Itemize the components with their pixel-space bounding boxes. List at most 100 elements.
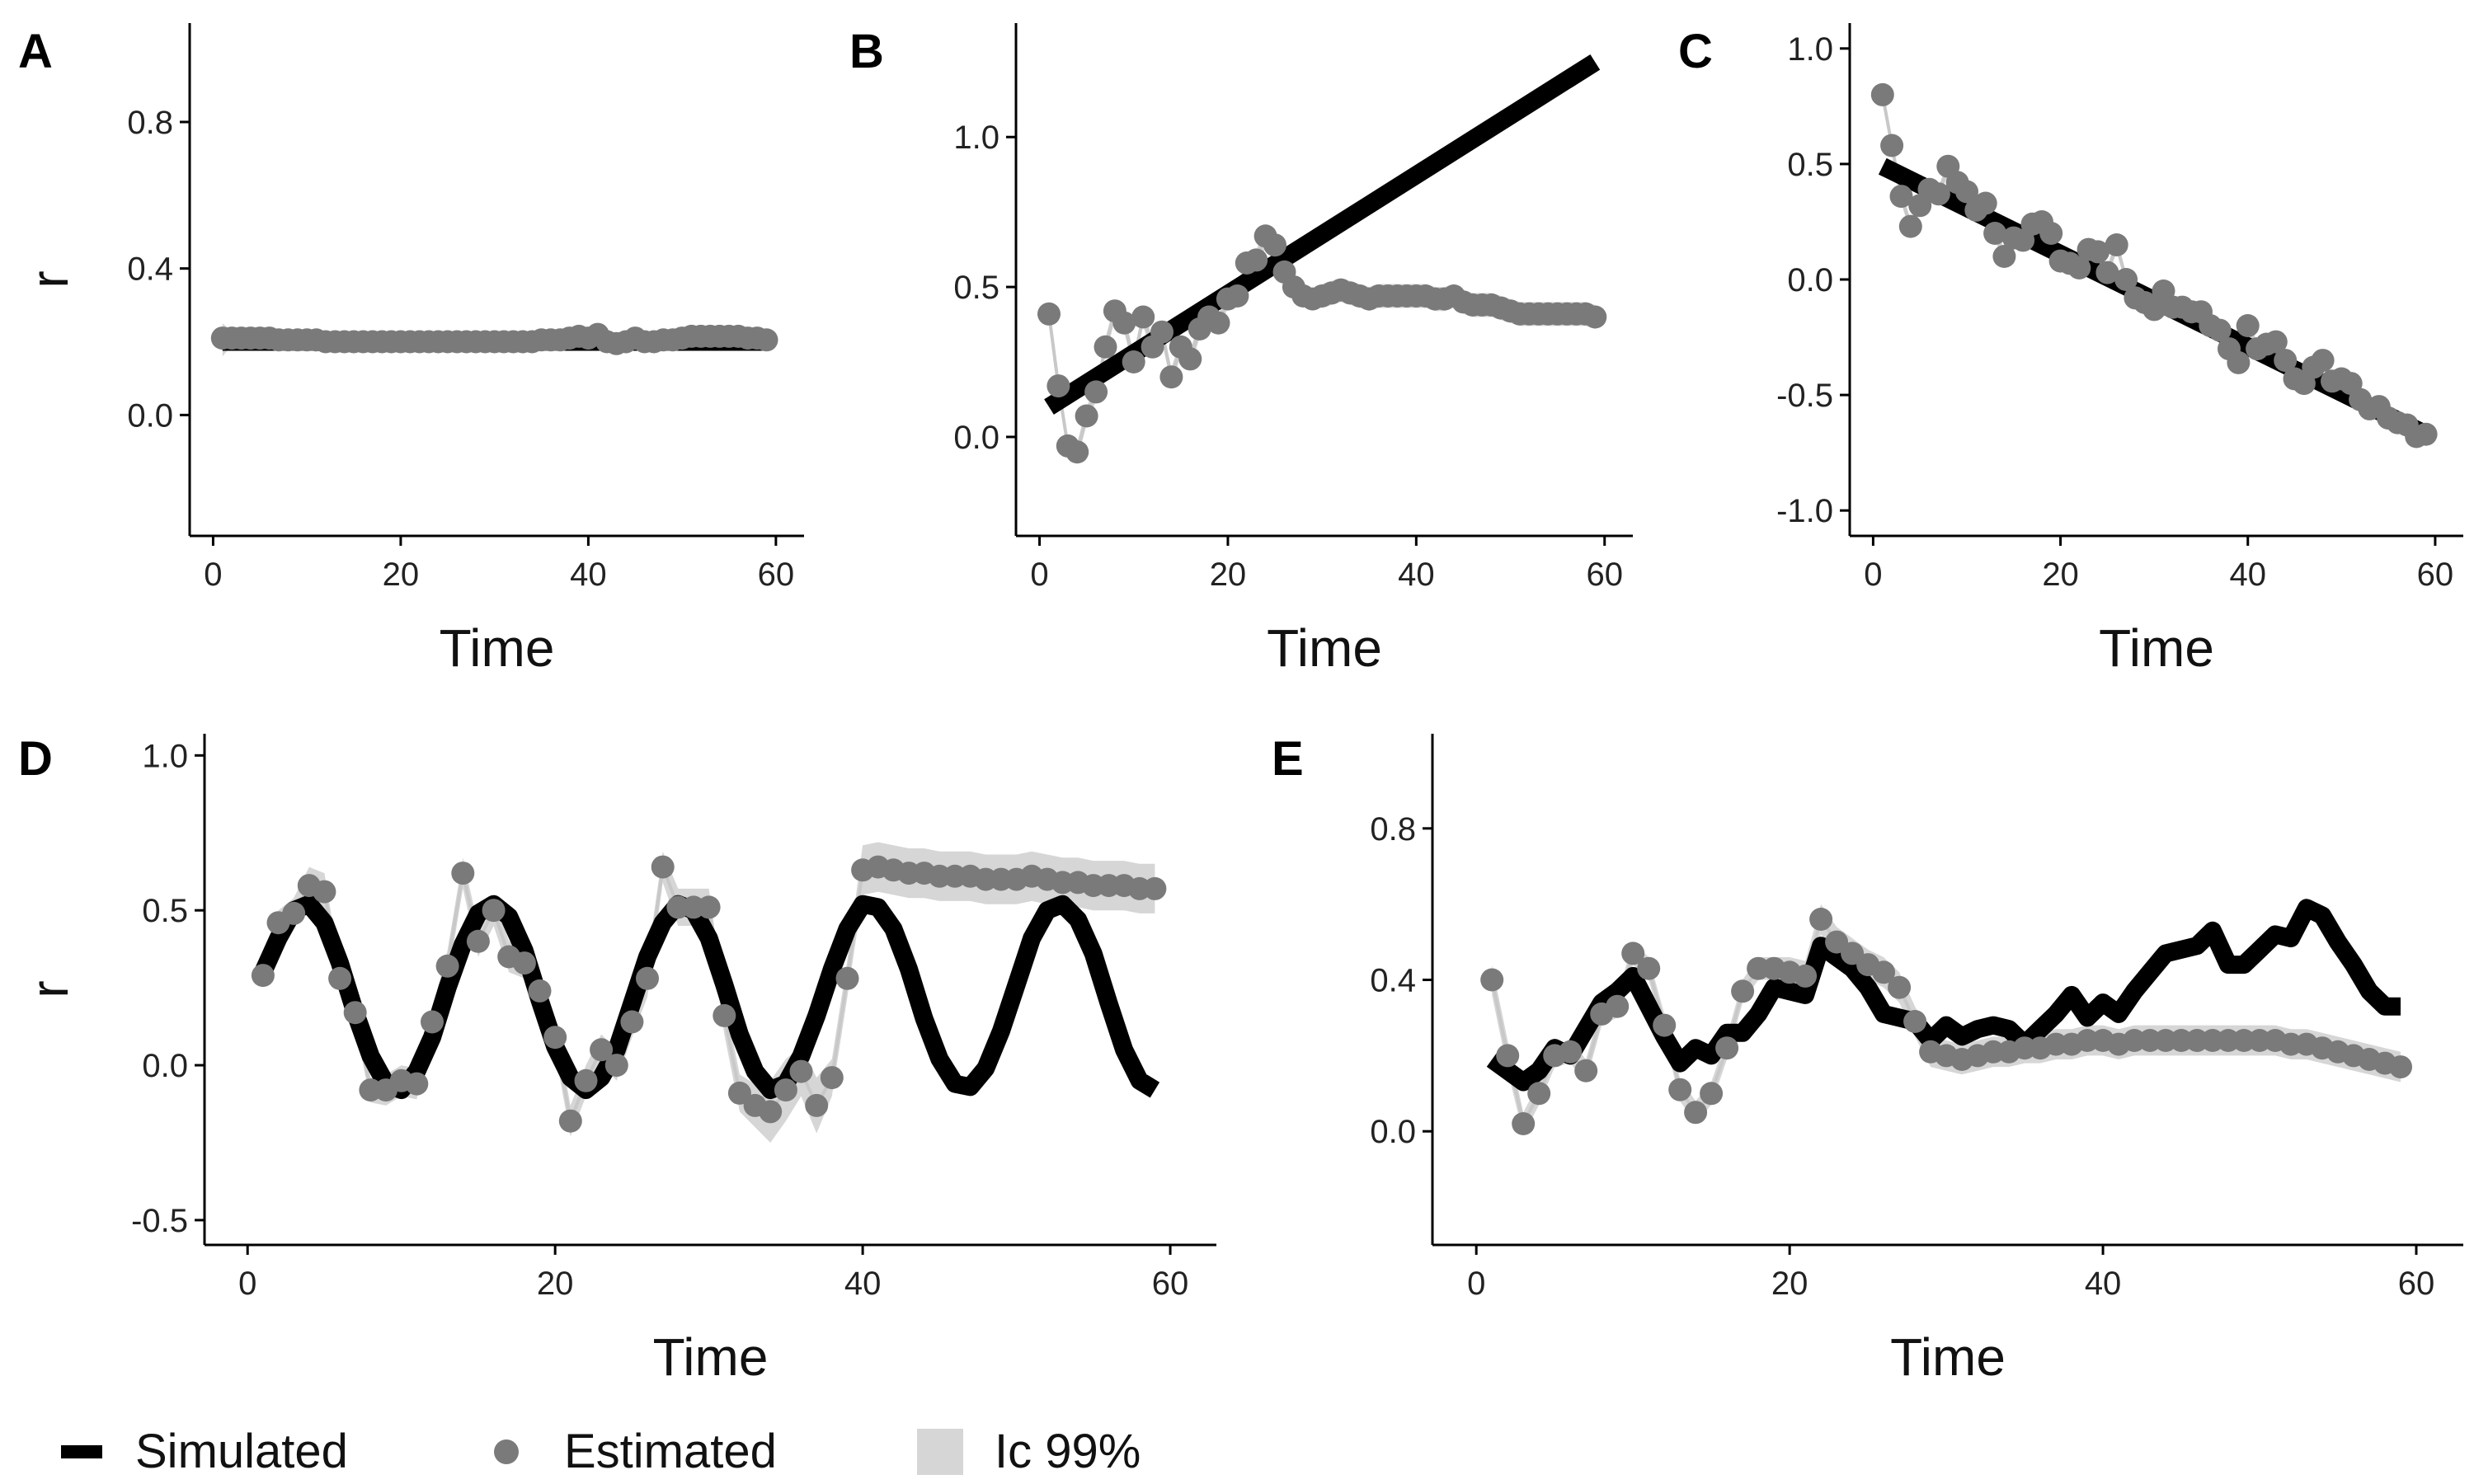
x-tick-label: 20: [1210, 556, 1247, 593]
estimated-point: [1888, 975, 1912, 999]
panel-e: 0.0 0.4 0.8 0 20 40 60 Time E: [1272, 732, 2463, 1387]
estimated-point: [1700, 1082, 1724, 1106]
estimated-point: [2227, 350, 2251, 374]
estimated-point: [512, 951, 536, 975]
y-tick-label: 0.0: [127, 397, 173, 434]
x-tick-label: 20: [537, 1266, 574, 1302]
estimated-point: [1150, 320, 1174, 344]
y-tick-label: 0.8: [127, 105, 173, 141]
estimated-point: [1637, 956, 1661, 980]
ci-band: [1492, 904, 2401, 1135]
estimated-point: [1872, 960, 1896, 984]
panels: 0.0 0.4 0.8 0 20 40 60 Time r A 0.0 0.5 1.0 0 20 40 60 Ti…: [18, 23, 2463, 1387]
x-tick-label: 20: [2042, 556, 2079, 593]
y-tick-label: -1.0: [1776, 493, 1833, 529]
x-tick-label: 40: [570, 556, 607, 593]
estimated-point: [1809, 908, 1833, 931]
estimated-point: [697, 895, 721, 919]
estimated-point: [820, 1066, 844, 1090]
estimated-point: [805, 1093, 829, 1117]
x-tick-label: 20: [1771, 1266, 1808, 1302]
estimated-point: [1653, 1013, 1677, 1037]
x-tick-label: 20: [383, 556, 420, 593]
estimated-point: [636, 966, 659, 990]
estimated-point: [1684, 1101, 1708, 1125]
estimated-point: [620, 1010, 644, 1034]
estimated-point: [343, 1001, 367, 1025]
x-axis-title: Time: [2099, 618, 2214, 678]
legend-key-estimated: [494, 1439, 519, 1464]
estimated-point: [328, 966, 352, 990]
estimated-point: [1112, 311, 1136, 335]
x-axis-title: Time: [1267, 618, 1382, 678]
y-tick-label: 0.5: [953, 270, 999, 306]
estimated-point: [1143, 876, 1167, 900]
x-axis-title: Time: [440, 618, 555, 678]
estimated-point: [405, 1072, 429, 1096]
legend-key-simulated: [61, 1445, 102, 1458]
estimated-point: [1094, 335, 1117, 359]
estimated-point: [2414, 422, 2438, 446]
estimated-point: [466, 929, 490, 953]
legend-label-estimated: Estimated: [564, 1425, 777, 1478]
estimated-point: [282, 901, 306, 925]
y-axis-title: r: [20, 980, 79, 998]
x-tick-label: 0: [1030, 556, 1048, 593]
panel-a: 0.0 0.4 0.8 0 20 40 60 Time r A: [18, 23, 804, 678]
estimated-point: [421, 1010, 444, 1034]
estimated-line: [1047, 232, 1596, 455]
estimated-point: [1225, 284, 1249, 308]
simulated-line: [1044, 54, 1601, 415]
estimated-point: [2095, 261, 2119, 284]
estimated-point: [1206, 311, 1230, 335]
panel-label: E: [1272, 732, 1304, 786]
x-axis-title: Time: [1890, 1327, 2006, 1387]
legend-key-ci: [917, 1429, 963, 1475]
estimated-point: [2067, 256, 2091, 279]
y-tick-label: 0.5: [142, 893, 188, 929]
x-tick-label: 0: [204, 556, 222, 593]
estimated-point: [558, 1109, 582, 1133]
estimated-point: [2114, 268, 2138, 291]
x-tick-label: 60: [758, 556, 795, 593]
estimated-point: [651, 855, 675, 879]
x-tick-label: 60: [2417, 556, 2454, 593]
estimated-point: [2039, 222, 2063, 245]
y-tick-label: 0.0: [953, 420, 999, 456]
estimated-point: [1047, 374, 1070, 398]
estimated-point: [2086, 240, 2109, 264]
estimated-point: [2208, 318, 2232, 342]
y-tick-label: 0.0: [1787, 262, 1833, 298]
estimated-point: [1037, 302, 1061, 326]
legend: Simulated Estimated Ic 99%: [61, 1425, 1141, 1478]
estimated-point: [1075, 404, 1098, 428]
x-tick-label: 0: [1467, 1266, 1485, 1302]
estimated-point: [1527, 1082, 1551, 1106]
estimated-point: [1992, 245, 2016, 268]
estimated-point: [1898, 214, 1922, 238]
estimated-point: [1131, 305, 1155, 329]
y-tick-label: 0.4: [127, 251, 173, 288]
estimated-point: [2142, 298, 2166, 322]
y-tick-label: 0.0: [142, 1048, 188, 1084]
estimated-point: [1583, 305, 1607, 329]
x-tick-label: 0: [238, 1266, 256, 1302]
estimated-point: [1065, 440, 1089, 464]
estimated-point: [604, 1054, 628, 1078]
estimated-point: [1983, 222, 2007, 245]
estimated-point: [1668, 1078, 1692, 1101]
estimated-point: [1955, 180, 1978, 204]
estimated-point: [2274, 349, 2298, 373]
estimated-point: [2236, 314, 2260, 337]
estimated-point: [1496, 1044, 1520, 1068]
estimated-point: [1178, 347, 1202, 371]
estimated-point: [528, 979, 552, 1003]
estimated-point: [789, 1059, 813, 1083]
estimated-point: [1889, 185, 1913, 209]
estimated-point: [435, 954, 459, 978]
x-tick-label: 60: [2398, 1266, 2435, 1302]
estimated-point: [1559, 1040, 1583, 1064]
y-tick-label: -0.5: [131, 1203, 188, 1239]
estimated-point: [2264, 330, 2288, 354]
